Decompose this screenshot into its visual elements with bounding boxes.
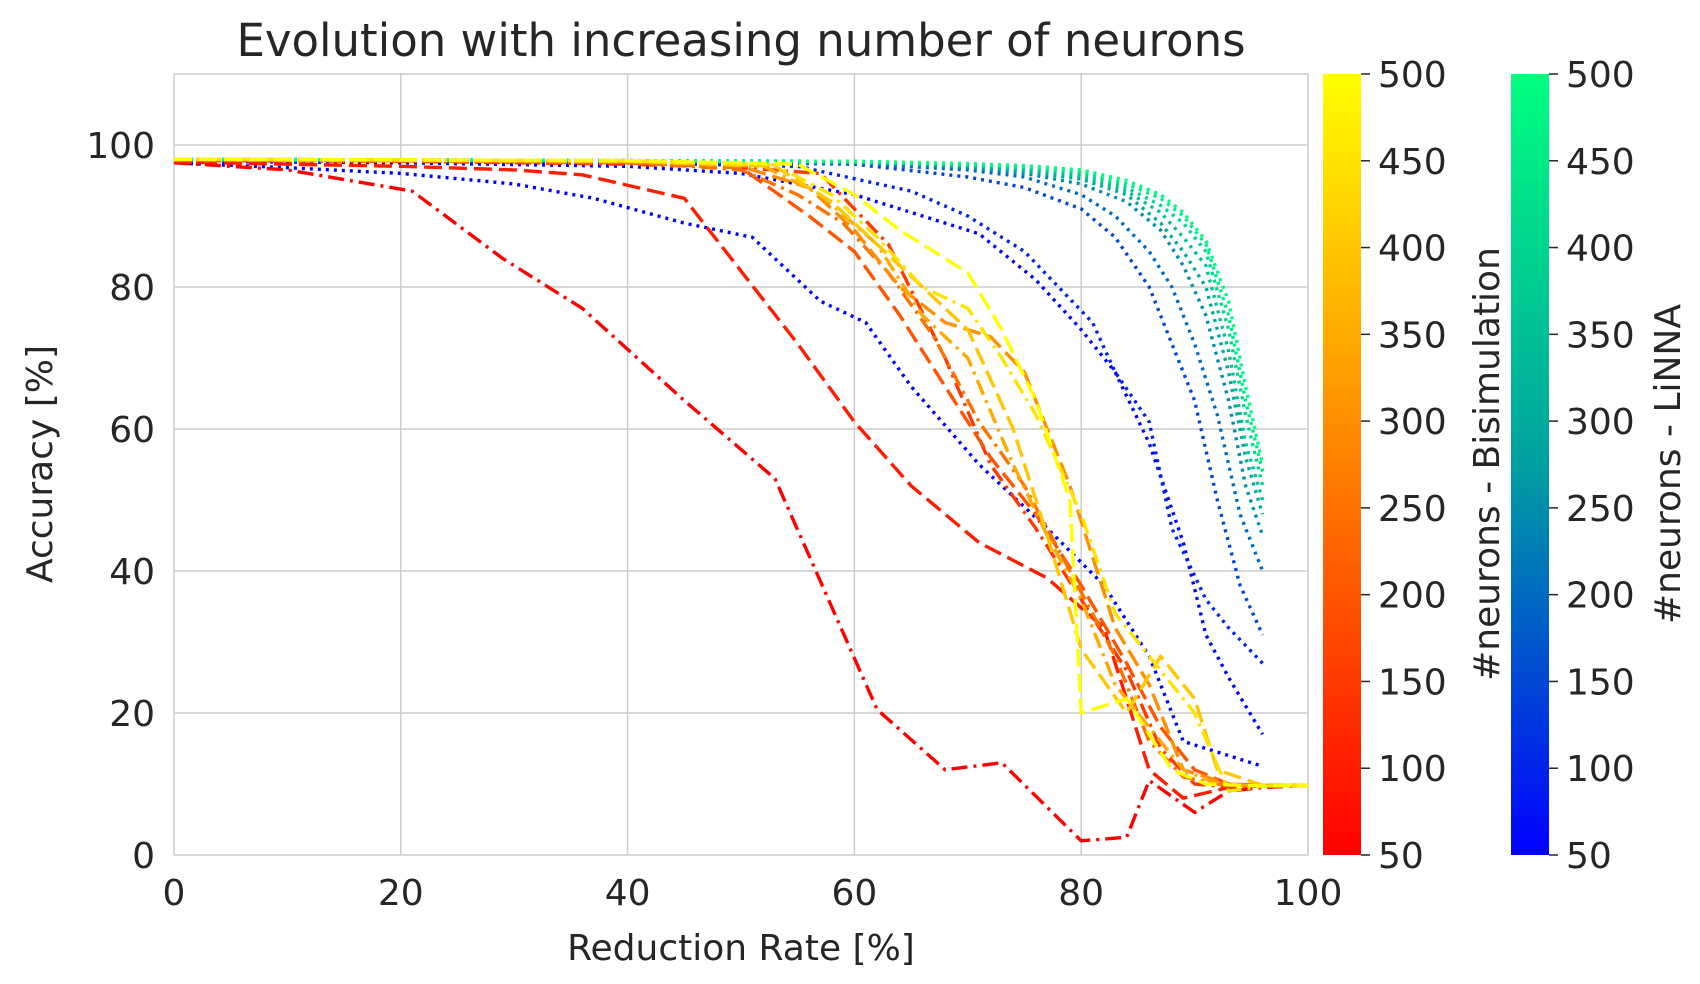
x-tick-label: 20 bbox=[378, 873, 424, 914]
colorbar-tick-label: 350 bbox=[1566, 315, 1635, 356]
series-line-linna-250 bbox=[174, 158, 1265, 537]
series-line-bisimulation-200 bbox=[174, 158, 1308, 788]
colorbar-tick-label: 400 bbox=[1566, 229, 1635, 270]
series-line-bisimulation-400 bbox=[174, 157, 1308, 788]
y-tick-label: 60 bbox=[109, 410, 155, 451]
y-tick-label: 40 bbox=[109, 552, 155, 593]
colorbar-tick-label: 450 bbox=[1378, 142, 1447, 183]
colorbar-linna-label: #neurons - LiNNA bbox=[1648, 304, 1689, 624]
chart-title: Evolution with increasing number of neur… bbox=[236, 14, 1245, 67]
y-tick-label: 20 bbox=[109, 694, 155, 735]
series-line-linna-100 bbox=[174, 158, 1264, 665]
y-axis-ticks: 0 20 40 60 80 100 bbox=[86, 126, 155, 877]
plot-frame bbox=[173, 73, 1309, 856]
series-line-bisimulation-250 bbox=[174, 158, 1308, 788]
series-line-linna-300 bbox=[174, 157, 1265, 515]
x-tick-label: 100 bbox=[1274, 873, 1343, 914]
series-line-linna-500 bbox=[174, 157, 1265, 465]
colorbar-tick-label: 450 bbox=[1566, 142, 1635, 183]
series-line-linna-50-b bbox=[174, 159, 1265, 736]
colorbar-linna-gradient bbox=[1511, 74, 1549, 855]
series-line-linna-350 bbox=[174, 157, 1265, 501]
x-tick-label: 0 bbox=[163, 873, 186, 914]
colorbar-tick-label: 50 bbox=[1566, 836, 1612, 877]
series-line-linna-450 bbox=[174, 157, 1265, 472]
series-line-bisimulation-300 bbox=[174, 158, 1308, 788]
series-line-linna-50-a bbox=[174, 161, 1264, 768]
x-tick-label: 80 bbox=[1058, 873, 1104, 914]
x-axis-label: Reduction Rate [%] bbox=[567, 928, 915, 969]
colorbar-linna-ticks: 50 100 150 200 250 300 350 400 450 500 bbox=[1549, 55, 1635, 877]
colorbar-tick-label: 200 bbox=[1566, 576, 1635, 617]
colorbar-tick-label: 300 bbox=[1566, 402, 1635, 443]
x-tick-label: 60 bbox=[831, 873, 877, 914]
colorbar-tick-label: 500 bbox=[1378, 55, 1447, 96]
series-line-bisimulation-350 bbox=[174, 157, 1308, 788]
colorbar-tick-label: 150 bbox=[1566, 662, 1635, 703]
colorbar-tick-label: 350 bbox=[1378, 315, 1447, 356]
y-tick-label: 0 bbox=[132, 836, 155, 877]
colorbar-bisimulation-ticks: 50 100 150 200 250 300 350 400 450 500 bbox=[1361, 55, 1447, 877]
colorbar-bisimulation-gradient bbox=[1323, 74, 1361, 855]
x-axis-ticks: 0 20 40 60 80 100 bbox=[163, 873, 1343, 914]
colorbar-linna: 50 100 150 200 250 300 350 400 450 500 #neurons -… bbox=[1511, 55, 1689, 877]
series-line-linna-400 bbox=[174, 157, 1265, 487]
colorbar-bisimulation-label: #neurons - Bisimulation bbox=[1467, 247, 1508, 681]
colorbar-bisimulation: 50 100 150 200 250 300 350 400 450 500 #neurons -… bbox=[1323, 55, 1508, 877]
series-line-linna-150 bbox=[174, 158, 1265, 636]
colorbar-tick-label: 250 bbox=[1378, 489, 1447, 530]
y-tick-label: 100 bbox=[86, 126, 155, 167]
colorbar-tick-label: 500 bbox=[1566, 55, 1635, 96]
y-axis-label: Accuracy [%] bbox=[20, 345, 61, 583]
series-line-bisimulation-50 bbox=[174, 161, 1308, 843]
colorbar-tick-label: 250 bbox=[1566, 489, 1635, 530]
colorbar-tick-label: 50 bbox=[1378, 836, 1424, 877]
series-line-bisimulation-500 bbox=[174, 157, 1308, 788]
colorbar-tick-label: 150 bbox=[1378, 662, 1447, 703]
colorbar-tick-label: 300 bbox=[1378, 402, 1447, 443]
series-line-linna-200 bbox=[174, 158, 1265, 572]
colorbar-tick-label: 100 bbox=[1566, 749, 1635, 790]
series-line-bisimulation-100 bbox=[174, 160, 1308, 800]
grid-lines bbox=[174, 74, 1308, 855]
colorbar-tick-label: 200 bbox=[1378, 576, 1447, 617]
series-lines bbox=[174, 157, 1308, 843]
colorbar-tick-label: 400 bbox=[1378, 229, 1447, 270]
y-tick-label: 80 bbox=[109, 268, 155, 309]
series-line-bisimulation-150 bbox=[174, 158, 1308, 789]
colorbar-tick-label: 100 bbox=[1378, 749, 1447, 790]
x-tick-label: 40 bbox=[605, 873, 651, 914]
